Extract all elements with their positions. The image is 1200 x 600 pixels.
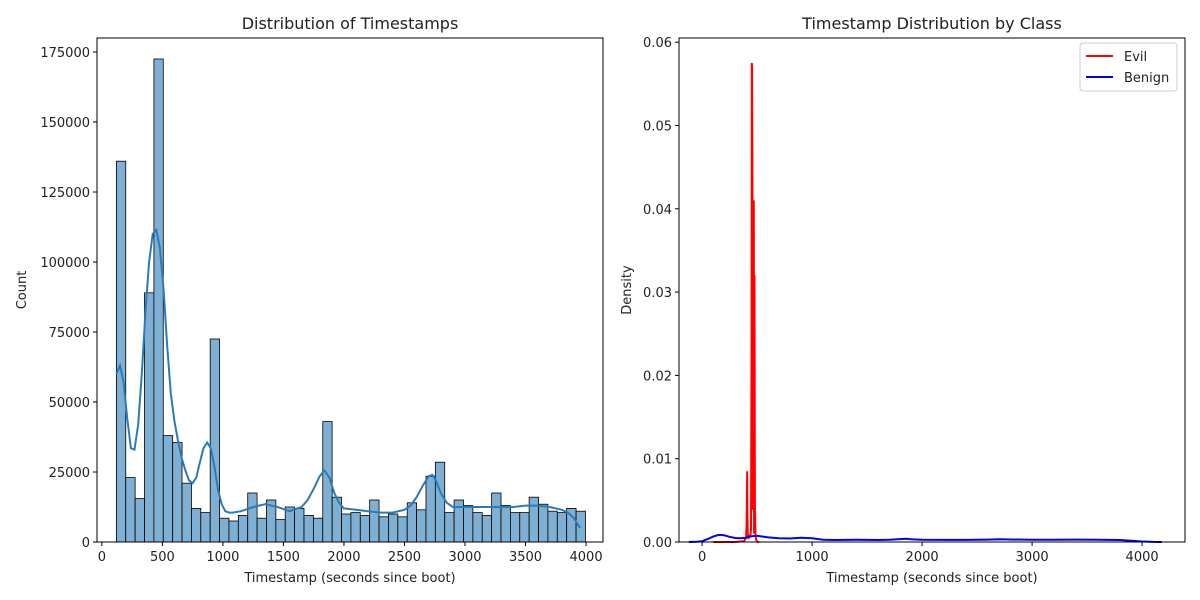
histogram-bar: [247, 492, 258, 543]
histogram-bar: [406, 502, 417, 543]
histogram-bar: [303, 515, 314, 543]
histogram-bar: [350, 512, 361, 543]
histogram-panel: Distribution of Timestamps 0 500 1000 1500 2…: [15, 14, 604, 586]
series-line-benign: [688, 533, 1162, 543]
histogram-bar: [463, 505, 474, 543]
y-tick-label: 0.05: [643, 119, 672, 134]
histogram-bar: [472, 512, 483, 543]
histogram-bar: [284, 506, 296, 543]
histogram-bar: [134, 498, 145, 543]
histogram-bar: [491, 492, 502, 543]
histogram-bar: [444, 512, 455, 543]
legend-evil-label: Evil: [1124, 50, 1147, 65]
histogram-bar: [275, 519, 286, 543]
kde-title: Timestamp Distribution by Class: [801, 14, 1062, 33]
histogram-y-ticks: 0 25000 50000 75000 100000 125000 150000 175000: [40, 46, 97, 551]
histogram-bar: [425, 475, 436, 543]
histogram-bar: [434, 461, 446, 543]
histogram-bar: [416, 509, 427, 543]
x-tick-label: 2000: [327, 550, 360, 565]
y-tick-label: 100000: [40, 256, 90, 271]
histogram-bar: [200, 512, 211, 543]
histogram-bar: [547, 510, 558, 543]
histogram-bar: [312, 517, 324, 543]
x-tick-label: 1000: [796, 550, 829, 565]
histogram-bar: [294, 507, 305, 543]
kde-axes-frame: [678, 37, 1186, 543]
kde-x-axis-label: Timestamp (seconds since boot): [825, 571, 1037, 586]
y-tick-label: 175000: [40, 46, 90, 61]
kde-lines: [688, 62, 1162, 543]
series-line-evil: [713, 62, 760, 543]
x-tick-label: 1500: [267, 550, 300, 565]
y-tick-label: 125000: [40, 186, 90, 201]
histogram-bar: [369, 499, 380, 543]
y-tick-label: 75000: [49, 326, 90, 341]
kde-y-ticks: 0.00 0.01 0.02 0.03 0.04 0.05 0.06: [643, 36, 679, 551]
histogram-bar: [153, 58, 164, 543]
x-tick-label: 4000: [570, 550, 603, 565]
histogram-bar: [162, 435, 174, 543]
x-tick-label: 4000: [1126, 550, 1159, 565]
histogram-bar: [519, 512, 530, 543]
histogram-bar: [237, 515, 249, 543]
legend: Evil Benign: [1079, 42, 1178, 92]
histogram-bar: [481, 515, 493, 543]
x-tick-label: 0: [698, 550, 706, 565]
kde-x-ticks: 0 1000 2000 3000 4000: [698, 542, 1159, 565]
y-tick-label: 150000: [40, 116, 90, 131]
y-tick-label: 0: [82, 536, 90, 551]
legend-benign-label: Benign: [1124, 71, 1169, 86]
y-tick-label: 0.02: [643, 369, 672, 384]
histogram-bar: [575, 510, 586, 543]
histogram-bar: [219, 517, 230, 543]
x-tick-label: 0: [98, 550, 106, 565]
histogram-bar: [397, 516, 408, 543]
x-tick-label: 1000: [206, 550, 239, 565]
histogram-bar: [341, 513, 352, 543]
histogram-x-axis-label: Timestamp (seconds since boot): [243, 571, 455, 586]
histogram-bar: [191, 507, 202, 543]
histogram-bar: [528, 496, 539, 543]
histogram-bar: [556, 512, 568, 543]
x-tick-label: 500: [150, 550, 175, 565]
kde-curve: [115, 227, 581, 529]
histogram-bar: [256, 517, 267, 543]
histogram-x-ticks: 0 500 1000 1500 2000 2500 3000 3500 4000: [98, 542, 603, 565]
x-tick-label: 3000: [448, 550, 481, 565]
histogram-bar: [538, 503, 549, 543]
histogram-axes-frame: [96, 37, 604, 543]
y-tick-label: 0.00: [643, 536, 672, 551]
y-tick-label: 0.03: [643, 286, 672, 301]
histogram-bar: [500, 505, 511, 543]
histogram-bar: [144, 292, 155, 543]
histogram-bar: [359, 515, 371, 543]
histogram-bar: [125, 477, 136, 543]
x-tick-label: 3000: [1016, 550, 1049, 565]
x-tick-label: 2000: [906, 550, 939, 565]
histogram-bar: [378, 516, 389, 543]
y-tick-label: 25000: [49, 466, 90, 481]
x-tick-label: 2500: [388, 550, 421, 565]
histogram-bar: [181, 482, 192, 543]
histogram-bar: [509, 512, 521, 543]
y-tick-label: 50000: [49, 396, 90, 411]
histogram-title: Distribution of Timestamps: [242, 14, 459, 33]
y-tick-label: 0.06: [643, 36, 672, 51]
y-tick-label: 0.04: [643, 203, 672, 218]
histogram-bar: [388, 513, 399, 543]
kde-panel: Timestamp Distribution by Class 0 1000 200…: [620, 14, 1186, 586]
histogram-bar: [209, 338, 220, 543]
kde-y-axis-label: Density: [620, 265, 635, 315]
histogram-y-axis-label: Count: [15, 271, 30, 310]
y-tick-label: 0.01: [643, 453, 672, 468]
histogram-bar: [228, 520, 239, 543]
histogram-bar: [115, 160, 127, 543]
x-tick-label: 3500: [509, 550, 542, 565]
